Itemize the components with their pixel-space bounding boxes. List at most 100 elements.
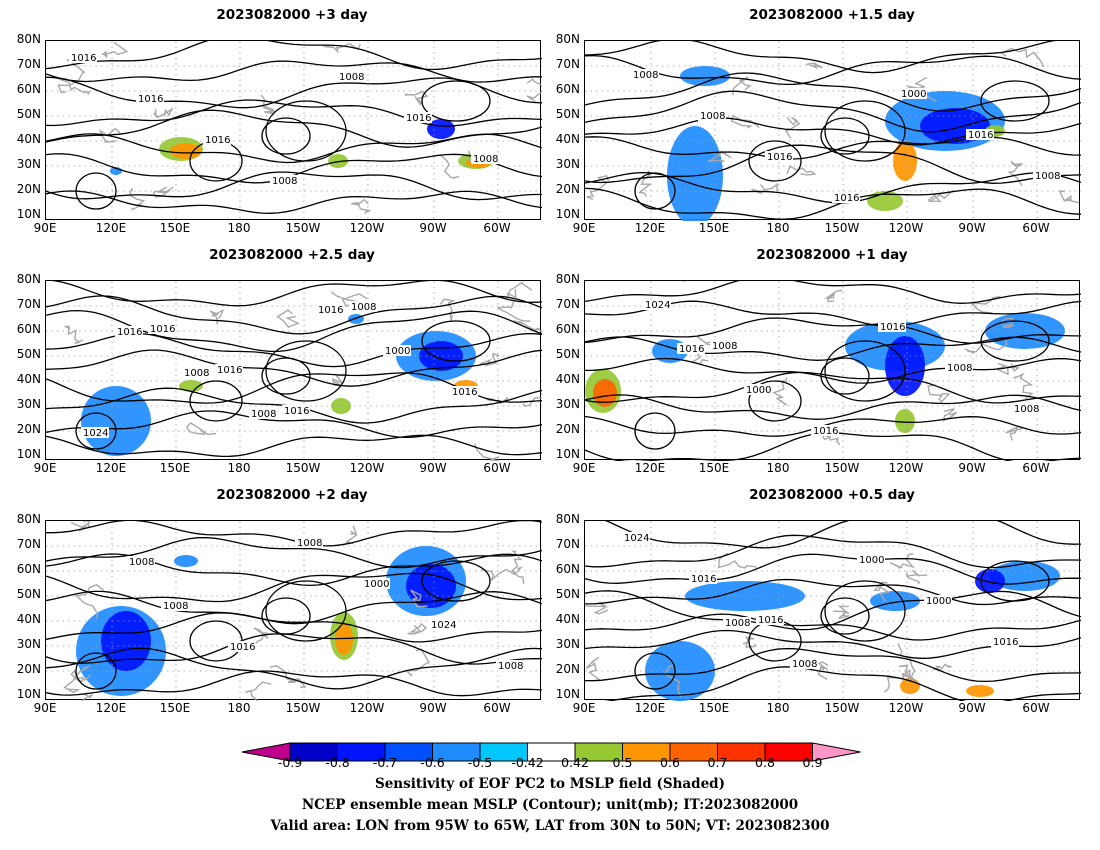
coastline [506, 281, 533, 299]
lat-tick-label: 30N [555, 397, 580, 411]
isobar-closed-contour [75, 172, 117, 210]
coastline [74, 584, 105, 619]
coastline [784, 116, 801, 139]
isobar-label: 1008 [251, 409, 276, 420]
isobar-label-bg [966, 129, 994, 140]
isobar-contour [46, 190, 542, 214]
map-panel-1day: 1016 1000 1016 1016 1008 1008 1024 1008 [584, 280, 1081, 461]
coastline [185, 421, 217, 436]
isobar-contour [46, 612, 542, 643]
isobar-closed-contour [189, 140, 243, 182]
coastline [805, 62, 823, 70]
lon-tick-label: 90E [33, 461, 57, 475]
coastline [323, 42, 361, 54]
isobar-label: 1016 [452, 387, 477, 398]
isobar-label-bg [991, 636, 1019, 647]
lat-tick-label: 50N [16, 587, 41, 601]
isobar-closed-contour [980, 320, 1050, 362]
coastline [481, 566, 524, 581]
isobar-label-bg [689, 573, 717, 584]
sensitivity-shade [680, 66, 730, 86]
lon-tick-label: 90E [33, 221, 57, 235]
coastline [439, 298, 456, 322]
isobar-label-bg [1012, 403, 1040, 414]
isobar-contour [46, 76, 542, 109]
isobar-label-bg [811, 425, 839, 436]
isobar-label: 1008 [700, 111, 725, 122]
panel-title: 2023082000 +0.5 day [749, 487, 915, 503]
lon-tick-label: 150W [285, 701, 321, 715]
sensitivity-shade [893, 141, 917, 181]
coastline [832, 605, 850, 620]
isobar-closed-contour [820, 117, 870, 155]
isobar-label: 1016 [691, 574, 716, 585]
colorbar-tick-label: -0.7 [372, 755, 398, 770]
isobar-label: 1024 [431, 620, 456, 631]
isobar-label: 1016 [813, 426, 838, 437]
isobar-contour [585, 317, 1081, 344]
colorbar-tick-label: 0.42 [561, 755, 589, 770]
isobar-label-bg [270, 175, 298, 186]
coastline [260, 94, 275, 115]
sensitivity-shade [406, 564, 456, 608]
isobar-closed-contour [634, 652, 676, 690]
isobar-label: 1008 [498, 661, 523, 672]
sensitivity-shade [348, 314, 364, 324]
isobar-closed-contour [421, 560, 491, 602]
coastline [927, 189, 954, 203]
lat-tick-label: 50N [555, 107, 580, 121]
lat-tick-label: 40N [555, 132, 580, 146]
lon-tick-label: 150W [285, 461, 321, 475]
coastline [742, 636, 757, 648]
lon-tick-label: 60W [483, 461, 511, 475]
isobar-label-bg [349, 301, 377, 312]
isobar-label: 1000 [364, 579, 389, 590]
isobar-contour [46, 133, 542, 164]
map-panel-2day: 1008 1016 1008 1000 1024 1008 1008 [45, 520, 542, 701]
lat-tick-label: 80N [555, 512, 580, 526]
isobar-label-bg [765, 151, 793, 162]
isobar-label-bg [677, 343, 705, 354]
lon-tick-label: 90E [572, 461, 596, 475]
isobar-label: 1008 [163, 601, 188, 612]
caption-line-1: Sensitivity of EOF PC2 to MSLP field (Sh… [374, 776, 726, 792]
isobar-label-bg [857, 554, 885, 565]
lat-tick-label: 60N [16, 562, 41, 576]
lat-tick-label: 60N [16, 322, 41, 336]
coastline [344, 525, 358, 545]
isobar-label: 1008 [725, 618, 750, 629]
lon-tick-label: 90W [419, 701, 447, 715]
caption-line-3: Valid area: LON from 95W to 65W, LAT fro… [270, 818, 830, 834]
lat-tick-label: 80N [16, 32, 41, 46]
caption-line-2: NCEP ensemble mean MSLP (Contour); unit(… [301, 797, 799, 813]
isobar-contour [603, 666, 1081, 701]
isobar-contour [585, 394, 1081, 420]
colorbar-high-triangle [812, 742, 861, 762]
isobar-closed-contour [261, 117, 311, 155]
isobar-contour [46, 434, 542, 458]
lon-tick-label: 150E [159, 701, 191, 715]
isobar-label-bg [282, 405, 310, 416]
isobar-closed-contour [189, 380, 243, 422]
isobar-label: 1016 [284, 406, 309, 417]
colorbar-tick-label: 0.6 [660, 755, 680, 770]
lat-tick-label: 40N [16, 612, 41, 626]
coastline [63, 665, 90, 694]
isobar-closed-contour [265, 580, 347, 642]
coastline [707, 150, 732, 163]
isobar-label: 1016 [993, 637, 1018, 648]
lon-tick-label: 90W [419, 221, 447, 235]
lat-tick-label: 20N [555, 662, 580, 676]
coastline [405, 90, 429, 106]
coastline [717, 552, 757, 569]
isobar-contour [46, 410, 542, 439]
isobar-label: 1008 [272, 176, 297, 187]
lon-tick-label: 90E [33, 701, 57, 715]
isobar-label: 1016 [117, 327, 142, 338]
coastline [999, 317, 1015, 329]
isobar-contour [46, 572, 542, 603]
colorbar-tick-label: 0.9 [802, 755, 823, 770]
coastline [153, 106, 174, 119]
isobar-label: 1016 [217, 365, 242, 376]
coastline [209, 309, 224, 325]
